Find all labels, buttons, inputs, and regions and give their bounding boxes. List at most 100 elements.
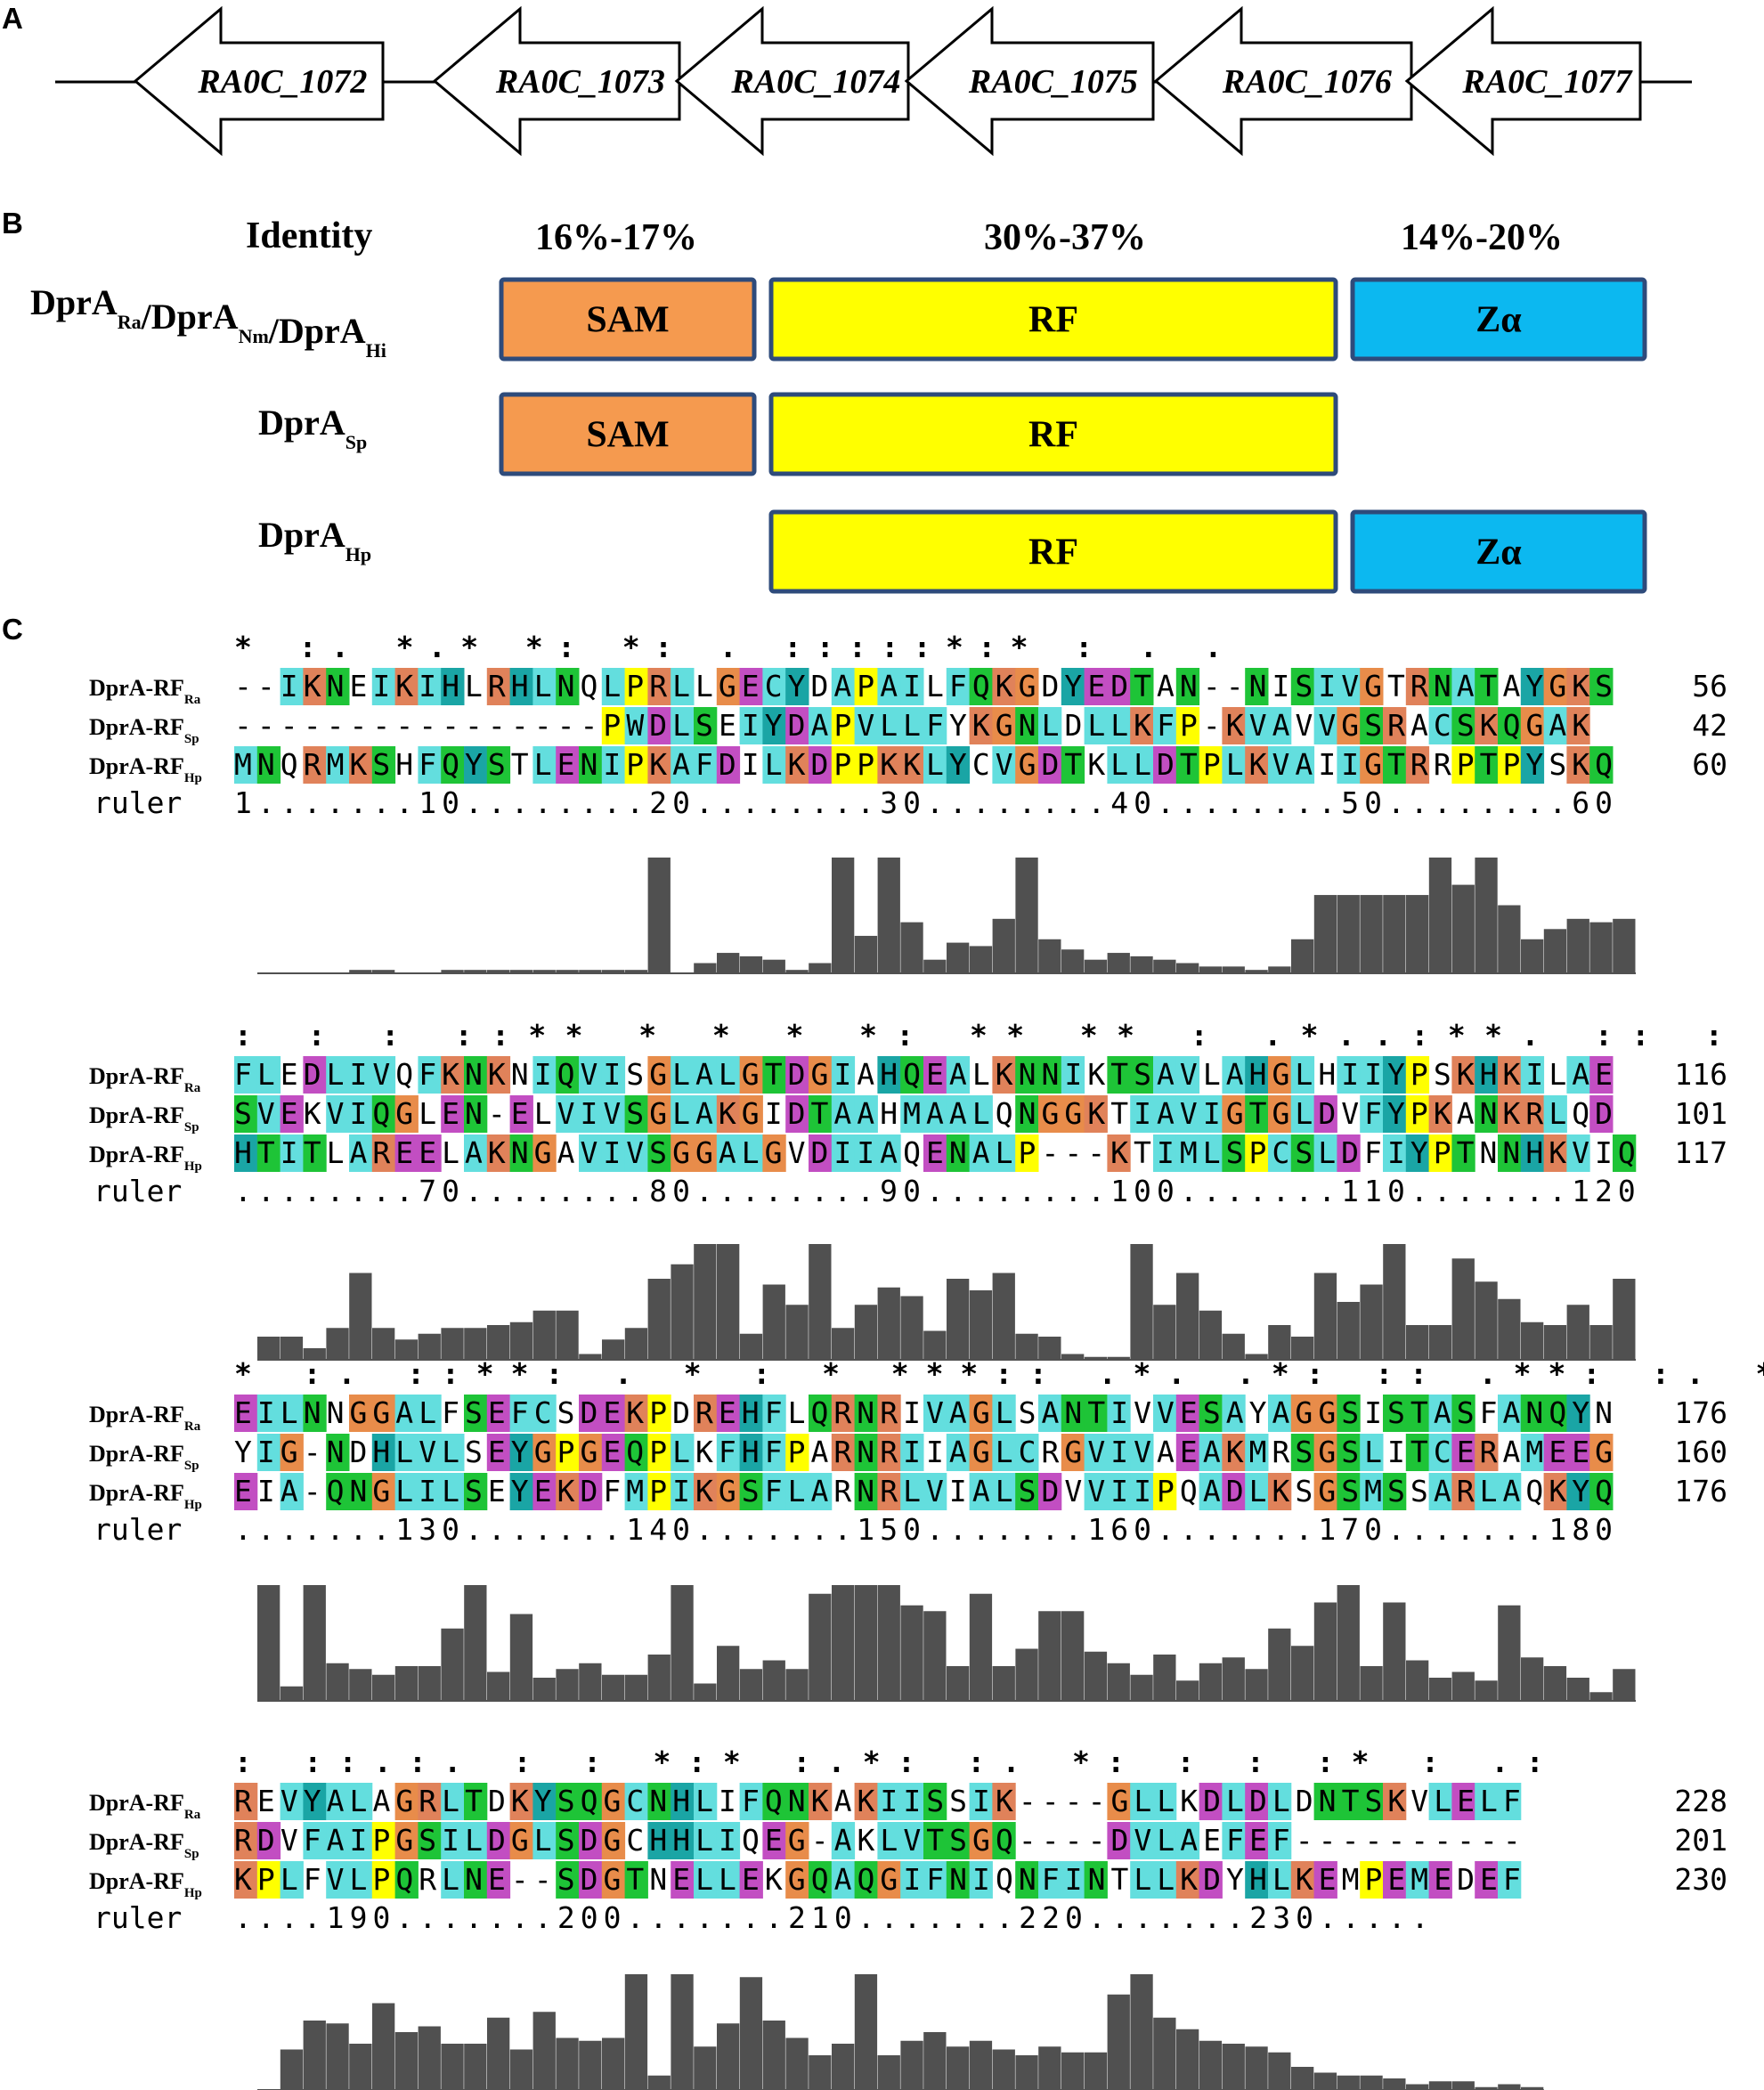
residue-highlight	[509, 1822, 533, 1859]
residue-highlight	[1245, 1783, 1269, 1820]
residue-highlight	[854, 1861, 878, 1899]
sequence-name: DprA-RFHp	[89, 753, 202, 785]
residue-highlight	[1290, 746, 1315, 784]
conservation-bar	[1383, 1602, 1406, 1701]
conservation-bar	[280, 1337, 304, 1360]
residue-highlight	[762, 1783, 786, 1820]
residue-highlight	[809, 1095, 833, 1133]
residue-highlight	[394, 1095, 419, 1133]
residue-highlight	[809, 1861, 833, 1899]
residue-highlight	[1130, 1783, 1154, 1820]
residue-highlight	[1061, 746, 1085, 784]
residue-highlight	[532, 746, 557, 784]
residue-highlight	[923, 1822, 947, 1859]
residue-highlight	[1222, 1134, 1246, 1172]
sam-domain-row1	[499, 277, 757, 362]
residue-highlight	[1475, 1861, 1499, 1899]
conservation-bar	[1222, 2044, 1245, 2090]
residue-highlight	[716, 1395, 741, 1432]
residue-highlight	[556, 746, 580, 784]
rf-domain-row1-label: RF	[1028, 300, 1078, 341]
residue-highlight	[1313, 1783, 1337, 1820]
residue-highlight	[256, 1395, 281, 1432]
conservation-bar	[1383, 2078, 1406, 2090]
residue-highlight	[624, 1095, 648, 1133]
residue-highlight	[280, 668, 304, 705]
sequence-end-position: 201	[1674, 1823, 1727, 1858]
residue-highlight	[1360, 668, 1384, 705]
residue-highlight	[1175, 1056, 1200, 1094]
conservation-bar	[509, 2049, 533, 2090]
residue-highlight	[1290, 1395, 1315, 1432]
residue-highlight	[1405, 1056, 1430, 1094]
conservation-bar	[992, 2049, 1015, 2090]
residue-highlight	[877, 668, 901, 705]
residue-highlight	[418, 1783, 442, 1820]
residue-highlight	[831, 668, 856, 705]
conservation-bar	[1291, 1337, 1314, 1360]
conservation-bar	[854, 1585, 878, 1701]
residue-highlight	[1428, 1134, 1452, 1172]
residue-highlight	[900, 1473, 924, 1510]
residue-highlight	[1613, 1134, 1637, 1172]
residue-highlight	[1107, 1473, 1131, 1510]
sequence-end-position: 228	[1674, 1784, 1727, 1818]
row2-protein-name: DprASp	[258, 403, 367, 453]
residue-highlight	[1015, 1434, 1039, 1471]
residue-highlight	[694, 707, 718, 744]
conservation-bar	[1428, 858, 1452, 973]
residue-highlight	[1520, 1434, 1545, 1471]
conservation-bar	[303, 1585, 326, 1701]
conservation-bar	[579, 2040, 602, 2090]
conservation-bar	[1521, 1321, 1544, 1360]
conservation-bar	[624, 970, 648, 973]
residue-highlight	[418, 1822, 442, 1859]
residue-highlight	[509, 1395, 533, 1432]
residue-highlight	[809, 707, 833, 744]
residue-highlight	[1130, 1095, 1154, 1133]
conservation-bar	[832, 2044, 855, 2090]
residue-highlight	[854, 707, 878, 744]
conservation-bar	[739, 1669, 763, 1701]
residue-highlight	[1360, 1434, 1384, 1471]
conservation-bar	[1199, 966, 1223, 973]
conservation-bar	[1521, 1657, 1544, 1701]
residue-highlight	[394, 1473, 419, 1510]
conservation-bar	[1291, 2067, 1314, 2090]
residue-highlight	[1038, 1095, 1062, 1133]
conservation-bar	[303, 1348, 326, 1360]
conservation-bar	[1566, 1678, 1589, 1701]
residue-highlight	[371, 1056, 396, 1094]
conservation-bar	[1498, 1298, 1521, 1360]
za-domain-row1-label: Zα	[1475, 300, 1522, 341]
residue-highlight	[1268, 1056, 1292, 1094]
conservation-bar	[1451, 1671, 1475, 1701]
residue-highlight	[739, 1395, 763, 1432]
residue-highlight	[509, 1434, 533, 1471]
residue-highlight	[762, 1473, 786, 1510]
conservation-bar	[1428, 1325, 1452, 1360]
residue-highlight	[1313, 1134, 1337, 1172]
residue-highlight	[349, 1134, 373, 1172]
residue-highlight	[1290, 1095, 1315, 1133]
residue-highlight	[441, 1861, 465, 1899]
identity-sam: 16%-17%	[535, 217, 697, 258]
residue-highlight	[326, 1056, 350, 1094]
conservation-bar	[809, 2055, 832, 2090]
residue-highlight	[1222, 1056, 1246, 1094]
sequence-row: HTITLAREELAKNGAVIVSGGALGVDIIAQENALP---KT…	[234, 1135, 1636, 1170]
conservation-bar	[1245, 2046, 1268, 2090]
residue-highlight	[762, 1134, 786, 1172]
conservation-bar	[900, 1605, 923, 1701]
panel-label-b: B	[2, 207, 23, 240]
residue-highlight	[739, 1095, 763, 1133]
gene-label: RA0C_1072	[197, 63, 367, 101]
residue-highlight	[234, 746, 258, 784]
sequence-name: DprA-RFSp	[89, 714, 199, 746]
residue-highlight	[280, 1861, 304, 1899]
residue-highlight	[1130, 746, 1154, 784]
residue-highlight	[1061, 1056, 1085, 1094]
residue-highlight	[326, 1473, 350, 1510]
residue-highlight	[877, 707, 901, 744]
conservation-bar	[1038, 939, 1061, 973]
